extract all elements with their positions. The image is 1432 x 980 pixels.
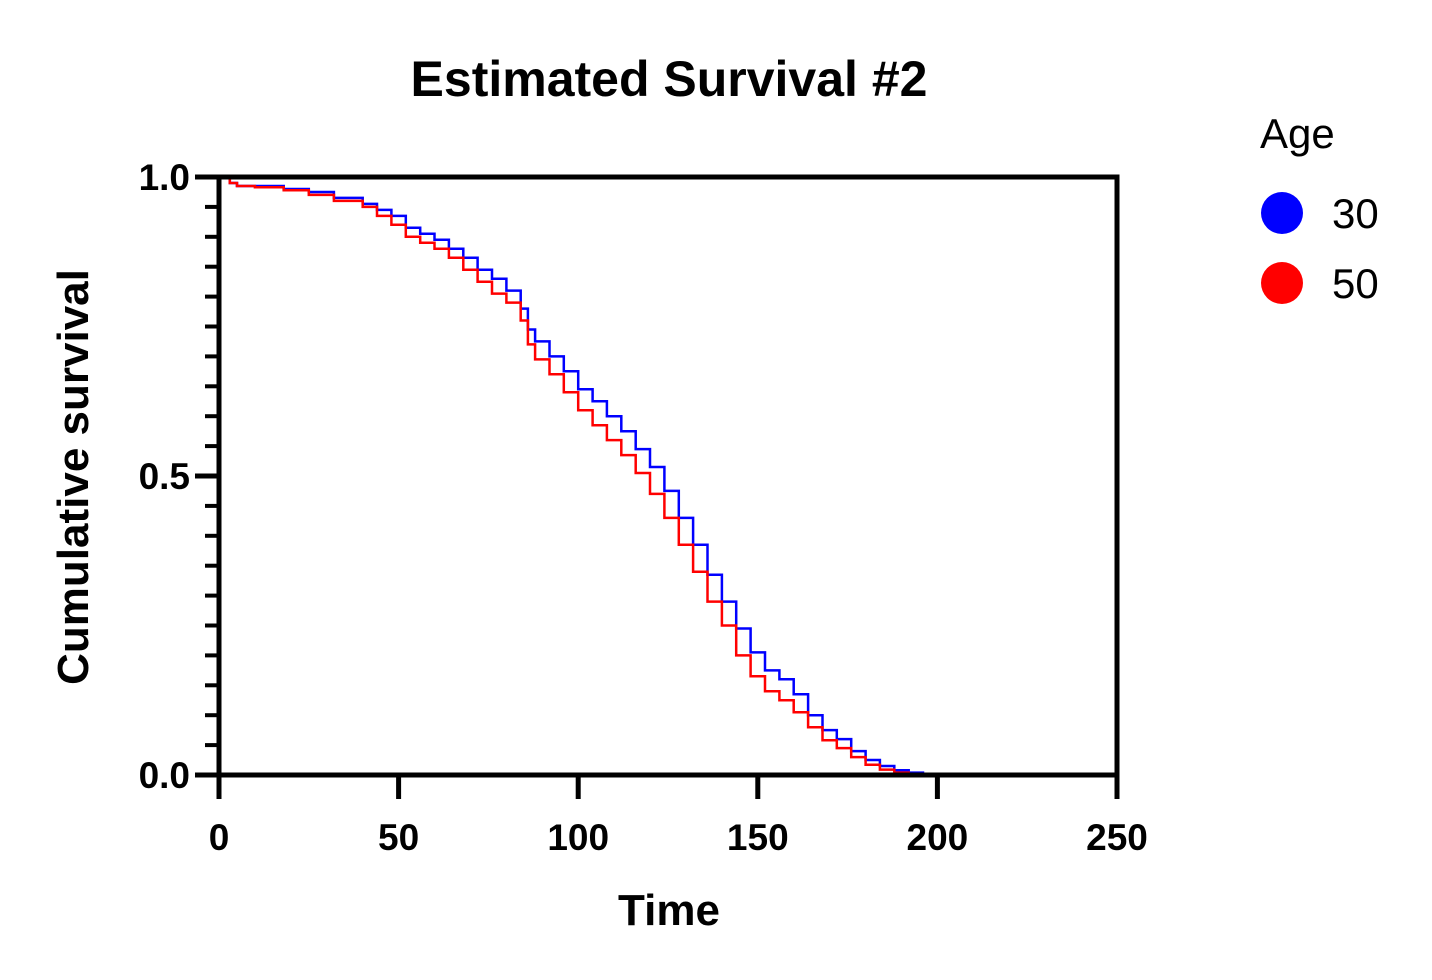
x-tick-label: 100 xyxy=(547,817,609,858)
series-line-30 xyxy=(219,175,939,776)
y-tick-label: 1.0 xyxy=(139,157,190,198)
series-layer xyxy=(219,175,939,776)
x-tick-label: 250 xyxy=(1086,817,1148,858)
legend-label-50: 50 xyxy=(1332,260,1379,307)
chart-title: Estimated Survival #2 xyxy=(411,51,928,107)
x-tick-label: 150 xyxy=(727,817,789,858)
legend-label-30: 30 xyxy=(1332,190,1379,237)
series-line-50 xyxy=(219,175,939,776)
y-axis: 0.0 0.5 1.0 xyxy=(139,157,219,796)
x-tick-label: 50 xyxy=(378,817,419,858)
legend-title: Age xyxy=(1260,110,1335,157)
legend-marker-30 xyxy=(1261,192,1303,234)
x-tick-label: 0 xyxy=(209,817,230,858)
y-tick-label: 0.0 xyxy=(139,755,190,796)
plot-frame xyxy=(216,174,1120,778)
x-axis-label: Time xyxy=(618,886,720,935)
legend-marker-50 xyxy=(1261,262,1303,304)
x-axis: 0 50 100 150 200 250 xyxy=(209,775,1148,858)
y-tick-label: 0.5 xyxy=(139,456,190,497)
y-axis-label: Cumulative survival xyxy=(49,269,98,685)
x-tick-label: 200 xyxy=(907,817,969,858)
